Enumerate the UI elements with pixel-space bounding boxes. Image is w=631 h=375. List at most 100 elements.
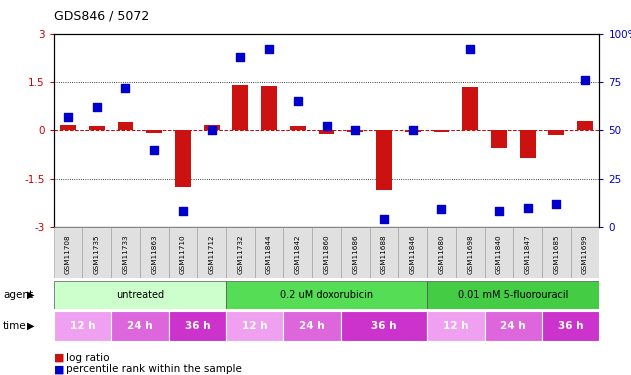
- Bar: [168, 311, 226, 341]
- Text: percentile rank within the sample: percentile rank within the sample: [66, 364, 242, 374]
- Text: GSM11698: GSM11698: [467, 234, 473, 274]
- Point: [551, 201, 562, 207]
- Text: GSM11846: GSM11846: [410, 234, 416, 274]
- Text: 24 h: 24 h: [299, 321, 325, 331]
- Text: ■: ■: [54, 353, 64, 363]
- Point: [121, 85, 131, 91]
- Bar: [376, 130, 392, 190]
- Bar: [542, 311, 599, 341]
- Text: GSM11685: GSM11685: [553, 234, 559, 274]
- Text: log ratio: log ratio: [66, 353, 110, 363]
- Bar: [117, 122, 133, 130]
- Point: [293, 98, 303, 104]
- Bar: [226, 281, 427, 309]
- Bar: [283, 311, 341, 341]
- Point: [235, 54, 245, 60]
- Point: [63, 114, 73, 120]
- Text: 36 h: 36 h: [184, 321, 210, 331]
- Text: ▶: ▶: [27, 321, 35, 331]
- Bar: [577, 121, 593, 130]
- Bar: [232, 85, 248, 130]
- Bar: [491, 130, 507, 148]
- Text: 36 h: 36 h: [558, 321, 584, 331]
- Bar: [283, 227, 312, 278]
- Bar: [570, 227, 599, 278]
- Bar: [427, 311, 485, 341]
- Text: 36 h: 36 h: [371, 321, 397, 331]
- Bar: [405, 130, 421, 132]
- Text: GSM11708: GSM11708: [65, 234, 71, 274]
- Text: untreated: untreated: [115, 290, 164, 300]
- Bar: [427, 227, 456, 278]
- Bar: [226, 311, 283, 341]
- Text: GSM11844: GSM11844: [266, 234, 272, 274]
- Point: [206, 128, 216, 134]
- Point: [350, 128, 360, 134]
- Text: GSM11699: GSM11699: [582, 234, 588, 274]
- Bar: [198, 227, 226, 278]
- Bar: [54, 311, 111, 341]
- Bar: [370, 227, 398, 278]
- Bar: [542, 227, 570, 278]
- Bar: [290, 126, 305, 130]
- Text: GSM11686: GSM11686: [352, 234, 358, 274]
- Text: GSM11680: GSM11680: [439, 234, 444, 274]
- Text: 12 h: 12 h: [242, 321, 268, 331]
- Bar: [485, 227, 513, 278]
- Text: GSM11735: GSM11735: [94, 234, 100, 274]
- Bar: [226, 227, 255, 278]
- Bar: [60, 126, 76, 130]
- Bar: [398, 227, 427, 278]
- Bar: [111, 311, 168, 341]
- Bar: [83, 227, 111, 278]
- Point: [465, 46, 475, 52]
- Text: GSM11863: GSM11863: [151, 234, 157, 274]
- Text: agent: agent: [3, 290, 33, 300]
- Text: 24 h: 24 h: [500, 321, 526, 331]
- Bar: [168, 227, 198, 278]
- Point: [91, 104, 102, 110]
- Point: [149, 147, 159, 153]
- Bar: [548, 130, 564, 135]
- Point: [408, 128, 418, 134]
- Text: 24 h: 24 h: [127, 321, 153, 331]
- Bar: [255, 227, 283, 278]
- Bar: [341, 227, 370, 278]
- Point: [178, 209, 188, 214]
- Point: [522, 205, 533, 211]
- Bar: [54, 227, 83, 278]
- Bar: [348, 130, 363, 132]
- Text: GSM11860: GSM11860: [324, 234, 329, 274]
- Bar: [261, 86, 277, 130]
- Bar: [520, 130, 536, 158]
- Bar: [456, 227, 485, 278]
- Bar: [485, 311, 542, 341]
- Bar: [433, 130, 449, 132]
- Bar: [175, 130, 191, 187]
- Bar: [463, 87, 478, 130]
- Bar: [146, 130, 162, 133]
- Bar: [140, 227, 168, 278]
- Text: GSM11842: GSM11842: [295, 234, 301, 274]
- Text: ■: ■: [54, 364, 64, 374]
- Text: time: time: [3, 321, 27, 331]
- Point: [580, 77, 590, 83]
- Point: [379, 216, 389, 222]
- Text: GSM11733: GSM11733: [122, 234, 129, 274]
- Text: GSM11847: GSM11847: [524, 234, 531, 274]
- Text: GSM11840: GSM11840: [496, 234, 502, 274]
- Text: GSM11710: GSM11710: [180, 234, 186, 274]
- Point: [321, 123, 332, 129]
- Text: GSM11732: GSM11732: [237, 234, 244, 274]
- Point: [494, 209, 504, 214]
- Bar: [427, 281, 599, 309]
- Text: 12 h: 12 h: [443, 321, 469, 331]
- Bar: [89, 126, 105, 130]
- Bar: [54, 281, 226, 309]
- Bar: [341, 311, 427, 341]
- Point: [437, 207, 447, 213]
- Text: 12 h: 12 h: [69, 321, 95, 331]
- Bar: [513, 227, 542, 278]
- Bar: [312, 227, 341, 278]
- Bar: [204, 126, 220, 130]
